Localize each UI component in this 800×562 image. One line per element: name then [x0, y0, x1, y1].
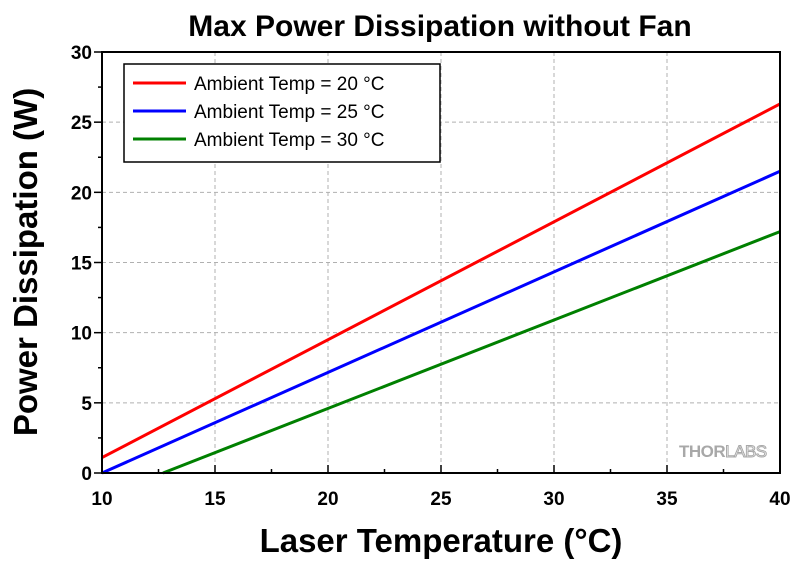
- y-tick-label: 30: [71, 43, 92, 64]
- legend: Ambient Temp = 20 °C Ambient Temp = 25 °C…: [123, 63, 441, 163]
- thorlabs-logo: THORLABS: [679, 442, 768, 462]
- axis-ticks: [94, 51, 781, 474]
- x-tick-label: 20: [317, 489, 338, 510]
- x-tick-label: 40: [769, 489, 790, 510]
- y-tick-label: 10: [71, 324, 92, 345]
- x-tick-label: 10: [91, 489, 112, 510]
- legend-entry: Ambient Temp = 30 °C: [194, 130, 384, 151]
- x-tick-labels: 10 15 20 25 30 35 40: [91, 489, 790, 510]
- svg-text:THORLABS: THORLABS: [679, 442, 767, 461]
- series-line: [101, 169, 781, 475]
- x-tick-label: 30: [543, 489, 564, 510]
- series-line: [101, 102, 781, 459]
- y-tick-label: 5: [81, 394, 92, 415]
- legend-box: [123, 63, 441, 163]
- legend-entry: Ambient Temp = 20 °C: [194, 74, 384, 95]
- x-axis-label: Laser Temperature (°C): [260, 522, 623, 559]
- legend-entry: Ambient Temp = 25 °C: [194, 102, 384, 123]
- y-tick-label: 20: [71, 183, 92, 204]
- y-tick-labels: 0 5 10 15 20 25 30: [71, 43, 93, 485]
- x-tick-label: 35: [656, 489, 678, 510]
- chart-title: Max Power Dissipation without Fan: [188, 10, 691, 43]
- y-axis-label: Power Dissipation (W): [7, 88, 44, 436]
- y-tick-label: 0: [81, 464, 92, 485]
- y-tick-label: 15: [71, 254, 93, 275]
- y-tick-label: 25: [71, 113, 93, 134]
- x-tick-label: 15: [204, 489, 226, 510]
- x-tick-label: 25: [430, 489, 452, 510]
- series-line: [162, 230, 781, 475]
- series-lines: [101, 102, 781, 475]
